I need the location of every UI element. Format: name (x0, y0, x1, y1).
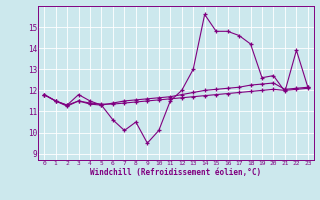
X-axis label: Windchill (Refroidissement éolien,°C): Windchill (Refroidissement éolien,°C) (91, 168, 261, 177)
